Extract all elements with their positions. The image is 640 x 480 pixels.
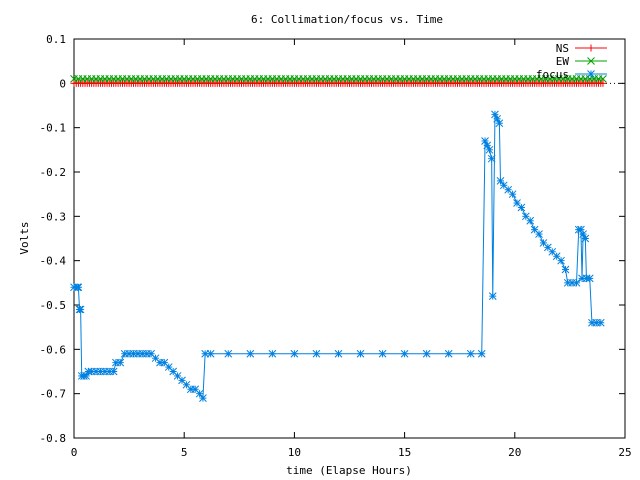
data-point [548,247,557,256]
x-axis-label: time (Elapse Hours) [286,464,412,477]
data-point [496,177,505,185]
data-point [147,349,155,358]
data-point [587,70,595,78]
y-tick-label: -0.1 [40,122,67,135]
data-point [76,305,85,314]
series-focus [70,110,605,402]
data-point [160,358,169,367]
data-point [493,114,502,123]
series-ew [70,75,607,83]
x-tick-label: 25 [618,446,631,459]
data-point [466,349,475,358]
data-point [485,145,494,154]
y-tick-label: -0.7 [40,388,67,401]
series-ns [70,79,607,87]
data-point [487,154,496,163]
y-tick-label: -0.5 [40,299,67,312]
data-point [199,394,207,402]
data-point [481,137,489,145]
legend-label: NS [556,42,569,55]
y-tick-label: -0.2 [40,166,67,179]
x-tick-label: 10 [288,446,301,459]
data-point [109,367,118,376]
x-tick-label: 0 [71,446,78,459]
data-point [599,75,607,83]
data-point [535,230,543,238]
data-point [488,292,497,300]
data-point [206,349,215,358]
y-tick-label: 0 [59,77,66,90]
y-tick-label: -0.4 [40,255,67,268]
data-point [191,385,200,394]
data-point [491,110,499,119]
data-point [116,358,125,367]
data-point [444,349,453,358]
data-point [224,349,233,358]
data-point [178,376,186,385]
y-axis-label: Volts [18,221,31,254]
data-point [539,239,548,247]
data-point [552,252,561,261]
y-tick-label: -0.8 [40,432,67,445]
data-point [312,349,321,358]
data-point [246,349,255,358]
data-point [483,141,492,150]
data-point [378,349,387,358]
y-tick-label: -0.6 [40,343,67,356]
data-point [557,256,565,265]
data-point [587,57,595,65]
x-tick-label: 20 [508,446,521,459]
data-point [504,185,513,194]
data-point [572,278,581,287]
data-point [544,243,552,252]
data-point [585,274,594,283]
data-point [530,225,539,234]
data-point [577,225,585,234]
x-tick-label: 15 [398,446,411,459]
y-tick-label: 0.1 [46,33,66,46]
data-point [517,203,526,212]
data-point [74,283,83,292]
data-point [526,216,535,225]
data-point [164,363,173,371]
y-tick-label: -0.3 [40,210,67,223]
data-point [561,265,570,274]
data-point [581,234,590,243]
data-point [521,212,530,221]
data-point [201,349,209,358]
data-point [499,181,508,190]
data-point [477,349,486,358]
data-point [356,349,365,358]
data-point [508,190,517,199]
data-point [173,372,182,380]
legend-label: focus [536,68,569,81]
data-point [596,318,605,327]
data-point [195,389,204,398]
legend-label: EW [556,55,570,68]
data-point [151,354,160,363]
data-point [400,349,409,358]
data-point [513,199,521,207]
plot-frame [73,38,626,439]
data-point [290,349,299,358]
data-point [579,230,587,238]
data-point [422,349,431,358]
data-point [169,367,178,376]
data-point [334,349,343,358]
data-point [495,119,504,128]
data-point [268,349,277,358]
x-tick-label: 5 [181,446,188,459]
chart-title: 6: Collimation/focus vs. Time [251,13,443,26]
data-point [182,380,191,389]
